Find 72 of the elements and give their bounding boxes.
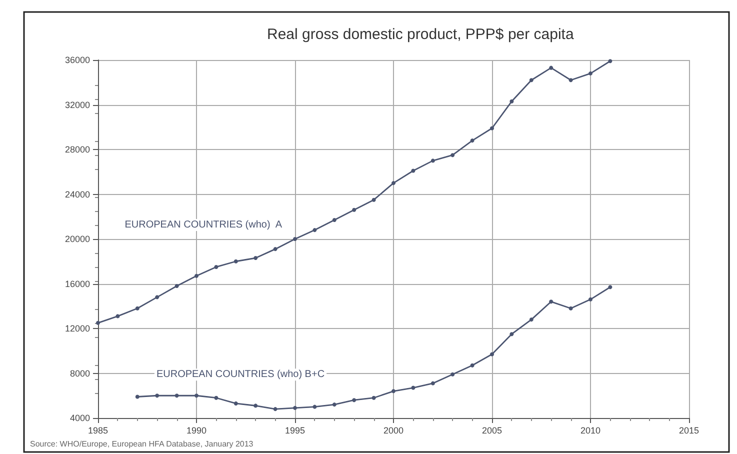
point: [155, 295, 160, 300]
x-tick-label: 1985: [88, 426, 108, 436]
point: [608, 59, 612, 64]
point: [411, 386, 416, 390]
point: [234, 259, 238, 264]
point: [430, 158, 435, 163]
point: [568, 78, 573, 82]
y-tick-label: 4000: [70, 413, 90, 423]
point: [529, 318, 534, 322]
chart-title: Real gross domestic product, PPP$ per capita: [267, 26, 574, 43]
point: [332, 218, 336, 222]
x-tick-label: 2000: [383, 426, 404, 436]
point: [372, 198, 376, 202]
point: [194, 274, 198, 278]
point: [430, 381, 435, 386]
point: [470, 363, 474, 368]
x-tick-label: 1995: [284, 426, 306, 436]
point: [312, 228, 317, 232]
point: [273, 407, 278, 412]
point: [510, 332, 514, 336]
point: [450, 153, 455, 158]
point: [174, 394, 179, 398]
point: [273, 247, 278, 252]
point: [450, 372, 455, 376]
y-tick-label: 28000: [64, 144, 90, 154]
point: [214, 396, 218, 400]
x-tick-label: 2005: [482, 426, 502, 436]
point: [392, 181, 396, 186]
point: [352, 208, 356, 212]
y-tick-label: 16000: [64, 278, 90, 289]
point: [174, 284, 179, 288]
point: [529, 78, 534, 82]
source-note: Source: WHO/Europe, European HFA Database, January 2013: [30, 440, 254, 448]
point: [155, 394, 160, 398]
point: [96, 320, 100, 325]
y-tick-label: 20000: [64, 234, 90, 244]
series-label: EUROPEAN COUNTRIES (who) A: [124, 220, 282, 230]
x-tick-label: 1990: [186, 426, 207, 436]
point: [352, 398, 356, 402]
point: [490, 352, 494, 356]
point: [470, 138, 474, 143]
point: [234, 401, 238, 406]
point: [194, 394, 198, 398]
y-tick-label: 32000: [64, 100, 90, 110]
point: [312, 404, 317, 409]
point: [254, 404, 258, 408]
point: [135, 306, 140, 310]
point: [332, 402, 336, 407]
point: [254, 256, 258, 260]
point: [116, 314, 120, 318]
point: [392, 389, 396, 394]
point: [135, 394, 140, 399]
point: [588, 297, 592, 302]
point: [608, 285, 612, 290]
point: [568, 306, 573, 310]
x-tick-label: 2015: [678, 426, 700, 436]
point: [490, 126, 494, 130]
point: [588, 71, 592, 76]
x-tick-label: 2010: [580, 426, 601, 436]
point: [411, 168, 416, 173]
y-tick-label: 12000: [64, 324, 90, 334]
point: [510, 99, 514, 104]
point: [214, 264, 218, 269]
point: [372, 396, 376, 400]
y-tick-label: 36000: [64, 55, 90, 65]
y-tick-label: 24000: [64, 189, 90, 200]
point: [293, 237, 297, 241]
point: [293, 406, 297, 410]
y-tick-label: 8000: [70, 368, 90, 378]
series-label: EUROPEAN COUNTRIES (who) B+C: [156, 369, 325, 380]
point: [549, 300, 554, 304]
point: [549, 66, 554, 70]
